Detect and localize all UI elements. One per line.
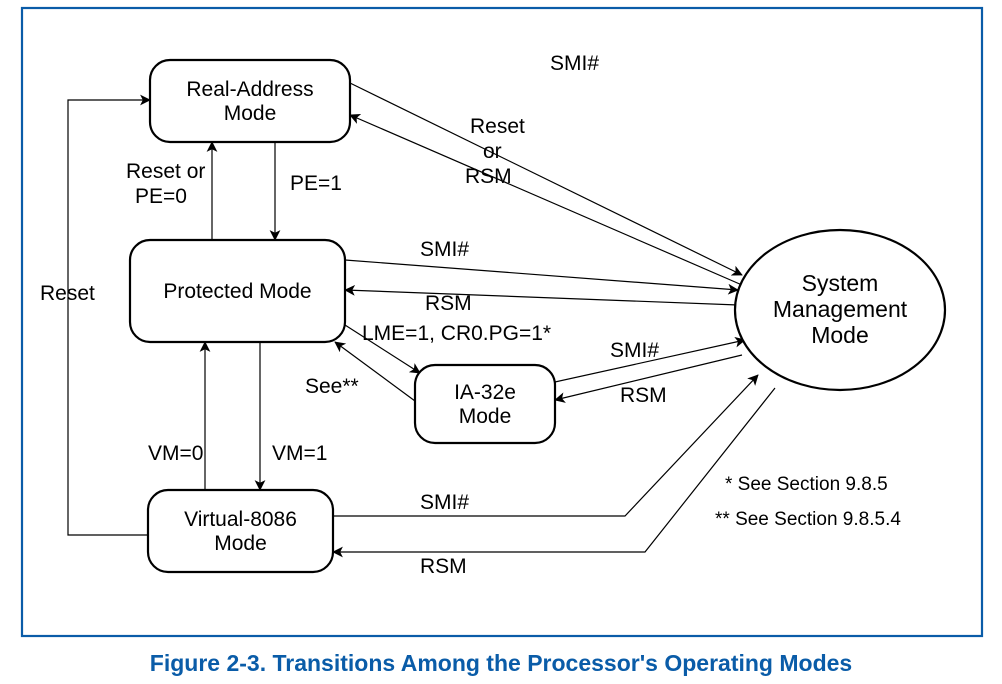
node-label-real: Mode	[224, 102, 277, 125]
edge-label-real-to-smm: SMI#	[550, 52, 599, 75]
diagram-svg: Real-AddressModeProtected ModeIA-32eMode…	[0, 0, 1002, 648]
edge-label-v86-to-smm: SMI#	[420, 491, 469, 514]
node-v86	[148, 490, 333, 572]
edge-label-prot-to-ia32e: LME=1, CR0.PG=1*	[362, 322, 551, 345]
node-label-ia32e: IA-32e	[454, 381, 516, 404]
edge-label-smm-to-real: Reset	[470, 115, 525, 138]
edge-label-real-to-prot-pe1: PE=1	[290, 172, 342, 195]
edge-label-ia32e-to-prot: See**	[305, 375, 359, 398]
node-label-v86: Mode	[214, 532, 267, 555]
node-label-smm: Management	[773, 296, 908, 322]
edge-label-smm-to-prot: RSM	[425, 292, 472, 315]
node-label-ia32e: Mode	[459, 405, 512, 428]
node-label-prot: Protected Mode	[163, 280, 311, 303]
figure-container: Real-AddressModeProtected ModeIA-32eMode…	[0, 0, 1002, 684]
edge-label-prot-to-v86-vm1: VM=1	[272, 442, 327, 465]
edge-label-v86-reset-real: Reset	[40, 282, 95, 305]
node-label-smm: System	[802, 270, 879, 296]
edge-label-v86-to-prot-vm0: VM=0	[148, 442, 203, 465]
node-real	[150, 60, 350, 142]
footnote-0: * See Section 9.8.5	[725, 474, 888, 495]
node-ia32e	[415, 365, 555, 443]
edge-label-smm-to-v86: RSM	[420, 555, 467, 578]
edge-label-prot-to-smm: SMI#	[420, 238, 469, 261]
edge-label-ia32e-to-smm: SMI#	[610, 339, 659, 362]
edge-label-smm-to-ia32e: RSM	[620, 384, 667, 407]
footnote-1: ** See Section 9.8.5.4	[715, 509, 901, 530]
figure-caption: Figure 2-3. Transitions Among the Proces…	[0, 650, 1002, 677]
node-label-v86: Virtual-8086	[184, 508, 297, 531]
edge-label-smm-to-real: or	[483, 140, 502, 163]
node-label-real: Real-Address	[186, 78, 313, 101]
node-label-smm: Mode	[811, 322, 869, 348]
edge-label-prot-to-real-pe0: Reset or	[126, 160, 205, 183]
edge-label-smm-to-real: RSM	[465, 165, 512, 188]
edge-label-prot-to-real-pe0: PE=0	[135, 185, 187, 208]
